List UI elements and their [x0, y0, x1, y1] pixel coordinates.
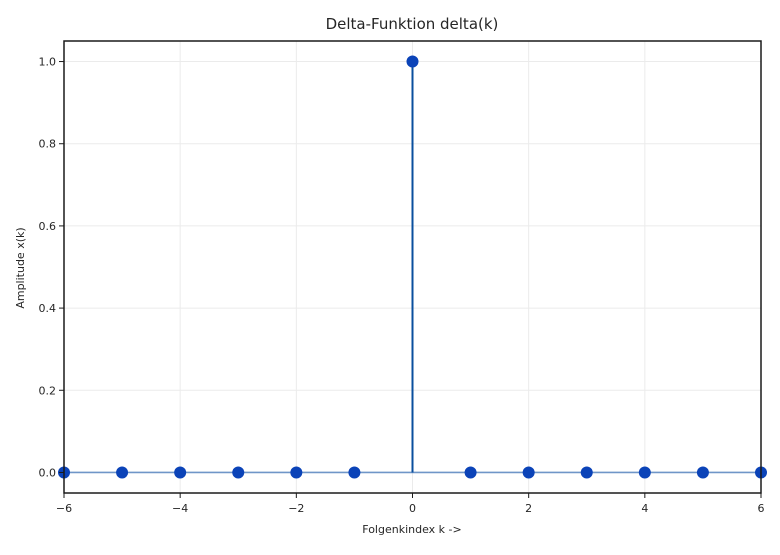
y-tick-label: 0.0	[39, 466, 57, 479]
y-tick-label: 1.0	[39, 56, 57, 69]
x-axis-label: Folgenkindex k ->	[362, 523, 461, 536]
chart-title: Delta-Funktion delta(k)	[326, 15, 499, 33]
y-tick-label: 0.4	[39, 302, 57, 315]
stem-marker	[696, 466, 709, 479]
x-tick-label: 6	[758, 502, 765, 515]
stem-marker	[638, 466, 651, 479]
stem-marker	[232, 466, 245, 479]
x-tick-label: 2	[525, 502, 532, 515]
y-tick-label: 0.8	[39, 138, 57, 151]
x-tick-label: 4	[641, 502, 648, 515]
stem-marker	[406, 55, 419, 68]
stem-marker	[522, 466, 535, 479]
stem-marker	[580, 466, 593, 479]
x-tick-label: −4	[172, 502, 188, 515]
markers	[58, 55, 767, 479]
ticks: −6 −4 −2 0 2 4 6 0.0 0.2 0.4 0.6 0.8 1.0	[39, 56, 765, 515]
stem-marker	[116, 466, 129, 479]
stem-marker	[290, 466, 303, 479]
y-tick-label: 0.2	[39, 384, 57, 397]
stem-marker	[464, 466, 477, 479]
y-axis-label: Amplitude x(k)	[14, 227, 27, 308]
x-tick-label: −2	[288, 502, 304, 515]
x-tick-label: −6	[56, 502, 72, 515]
stem-marker	[174, 466, 187, 479]
stem-marker	[348, 466, 361, 479]
x-tick-label: 0	[409, 502, 416, 515]
y-tick-label: 0.6	[39, 220, 57, 233]
